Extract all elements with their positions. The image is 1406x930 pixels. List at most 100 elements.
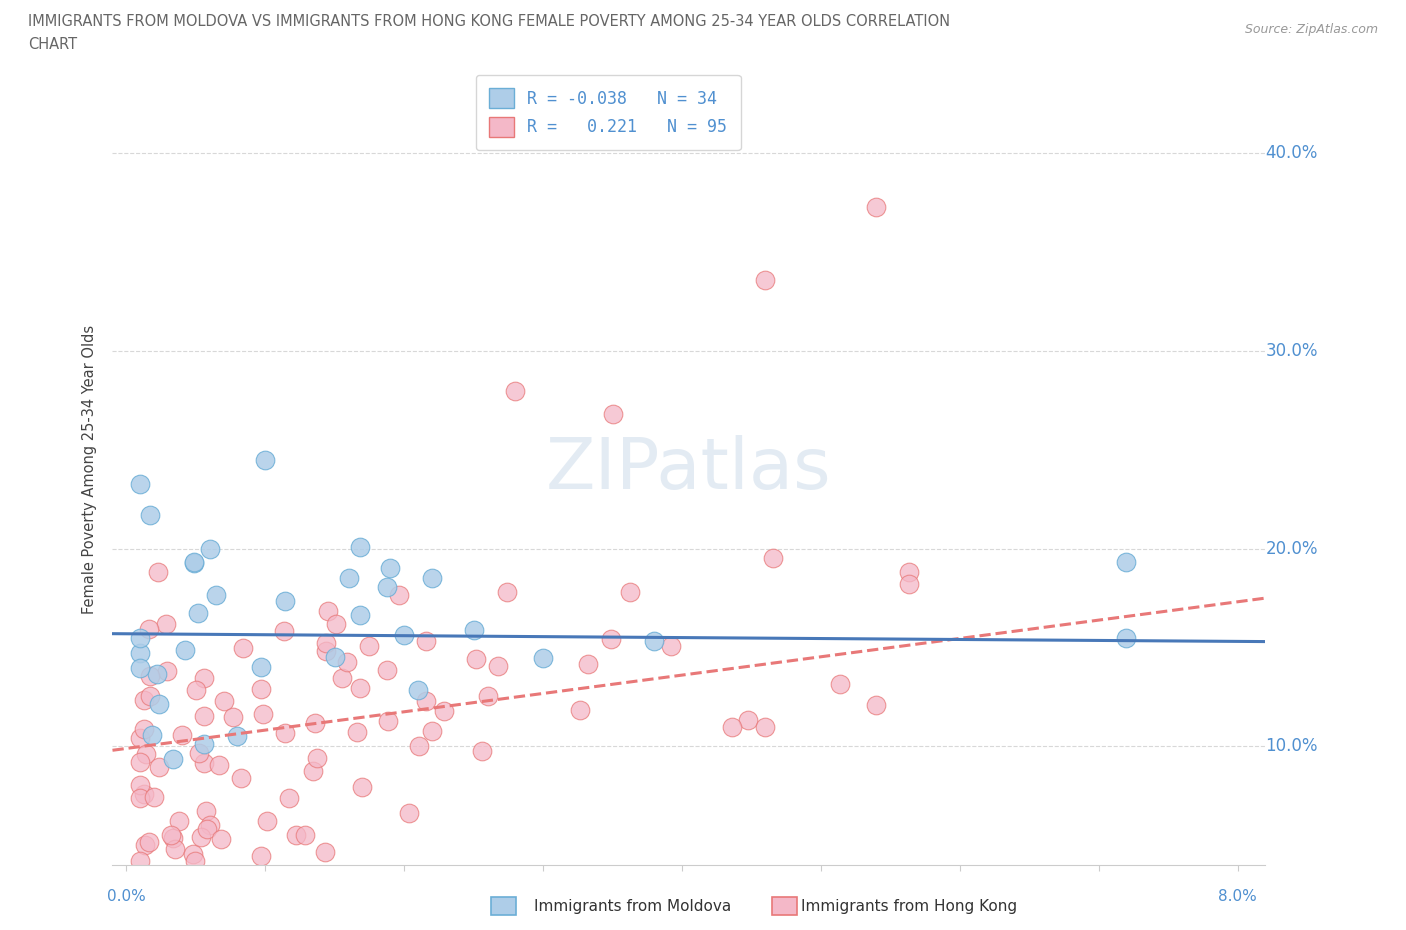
Point xyxy=(721,719,744,734)
Text: CHART: CHART xyxy=(28,37,77,52)
Legend: R = -0.038   N = 34, R =   0.221   N = 95: R = -0.038 N = 34, R = 0.221 N = 95 xyxy=(475,74,741,151)
Point xyxy=(477,688,499,703)
Point xyxy=(167,814,190,829)
Point xyxy=(170,727,193,742)
Point xyxy=(415,694,437,709)
Point xyxy=(420,724,443,738)
Point xyxy=(315,636,337,651)
Point xyxy=(193,737,215,751)
Point xyxy=(208,758,231,773)
Y-axis label: Female Poverty Among 25-34 Year Olds: Female Poverty Among 25-34 Year Olds xyxy=(82,326,97,614)
Point xyxy=(1115,554,1137,569)
Point xyxy=(138,834,160,849)
Point xyxy=(195,822,218,837)
Point xyxy=(274,725,297,740)
Point xyxy=(198,541,221,556)
Point xyxy=(138,689,160,704)
Point xyxy=(602,407,624,422)
Point xyxy=(148,697,170,711)
Point xyxy=(359,639,381,654)
Point xyxy=(129,645,152,660)
Point xyxy=(380,561,402,576)
Point xyxy=(145,667,167,682)
Point xyxy=(222,710,245,724)
Point xyxy=(142,789,165,804)
Text: Immigrants from Hong Kong: Immigrants from Hong Kong xyxy=(801,899,1018,914)
Point xyxy=(505,383,527,398)
Point xyxy=(129,854,152,869)
Text: ZIPatlas: ZIPatlas xyxy=(546,435,832,504)
Point xyxy=(160,828,183,843)
Point xyxy=(204,588,226,603)
Point xyxy=(250,659,273,674)
Point xyxy=(865,698,887,712)
Point xyxy=(463,622,485,637)
Point xyxy=(132,787,155,802)
Point xyxy=(162,830,184,845)
Point xyxy=(301,764,323,778)
Point xyxy=(496,584,519,599)
Point xyxy=(392,628,415,643)
Point xyxy=(155,617,177,631)
Point xyxy=(349,539,371,554)
Point xyxy=(190,830,212,844)
Point xyxy=(183,847,205,862)
Point xyxy=(183,554,205,569)
Text: Source: ZipAtlas.com: Source: ZipAtlas.com xyxy=(1244,23,1378,36)
Point xyxy=(576,657,599,671)
Point xyxy=(183,854,205,869)
Point xyxy=(129,731,152,746)
Point xyxy=(212,694,235,709)
Point xyxy=(323,650,346,665)
Point xyxy=(486,658,509,673)
Point xyxy=(254,452,277,467)
Point xyxy=(193,671,215,685)
Point xyxy=(408,738,430,753)
Point xyxy=(138,668,160,683)
Point xyxy=(762,551,785,565)
Text: 8.0%: 8.0% xyxy=(1218,889,1257,904)
Point xyxy=(211,831,233,846)
Point xyxy=(828,676,851,691)
Text: 40.0%: 40.0% xyxy=(1265,144,1317,163)
Point xyxy=(314,844,336,859)
Point xyxy=(229,770,252,785)
Point xyxy=(325,617,347,631)
Point xyxy=(141,728,163,743)
Point xyxy=(146,565,169,579)
Point xyxy=(316,604,339,618)
Point xyxy=(273,624,295,639)
Point xyxy=(531,650,554,665)
Point xyxy=(252,707,274,722)
Point xyxy=(337,571,360,586)
Text: 10.0%: 10.0% xyxy=(1265,737,1317,755)
Point xyxy=(406,683,429,698)
Point xyxy=(375,662,398,677)
Point xyxy=(346,725,368,740)
Text: 30.0%: 30.0% xyxy=(1265,342,1317,360)
Point xyxy=(129,791,152,806)
Point xyxy=(471,744,494,759)
Point xyxy=(284,828,307,843)
Point xyxy=(134,838,156,853)
Point xyxy=(600,631,623,646)
Point xyxy=(232,641,254,656)
Point xyxy=(754,720,776,735)
Point xyxy=(420,571,443,586)
Point xyxy=(315,644,337,658)
Point xyxy=(134,692,156,707)
Point xyxy=(135,747,157,762)
Point xyxy=(352,779,374,794)
Point xyxy=(138,508,160,523)
Point xyxy=(415,634,437,649)
Point xyxy=(388,588,411,603)
Point xyxy=(148,759,170,774)
Point xyxy=(195,804,218,818)
Point xyxy=(465,651,488,666)
Text: Immigrants from Moldova: Immigrants from Moldova xyxy=(534,899,731,914)
Point xyxy=(129,477,152,492)
Point xyxy=(377,713,399,728)
Point xyxy=(273,593,295,608)
Point xyxy=(865,199,887,214)
Point xyxy=(349,607,371,622)
